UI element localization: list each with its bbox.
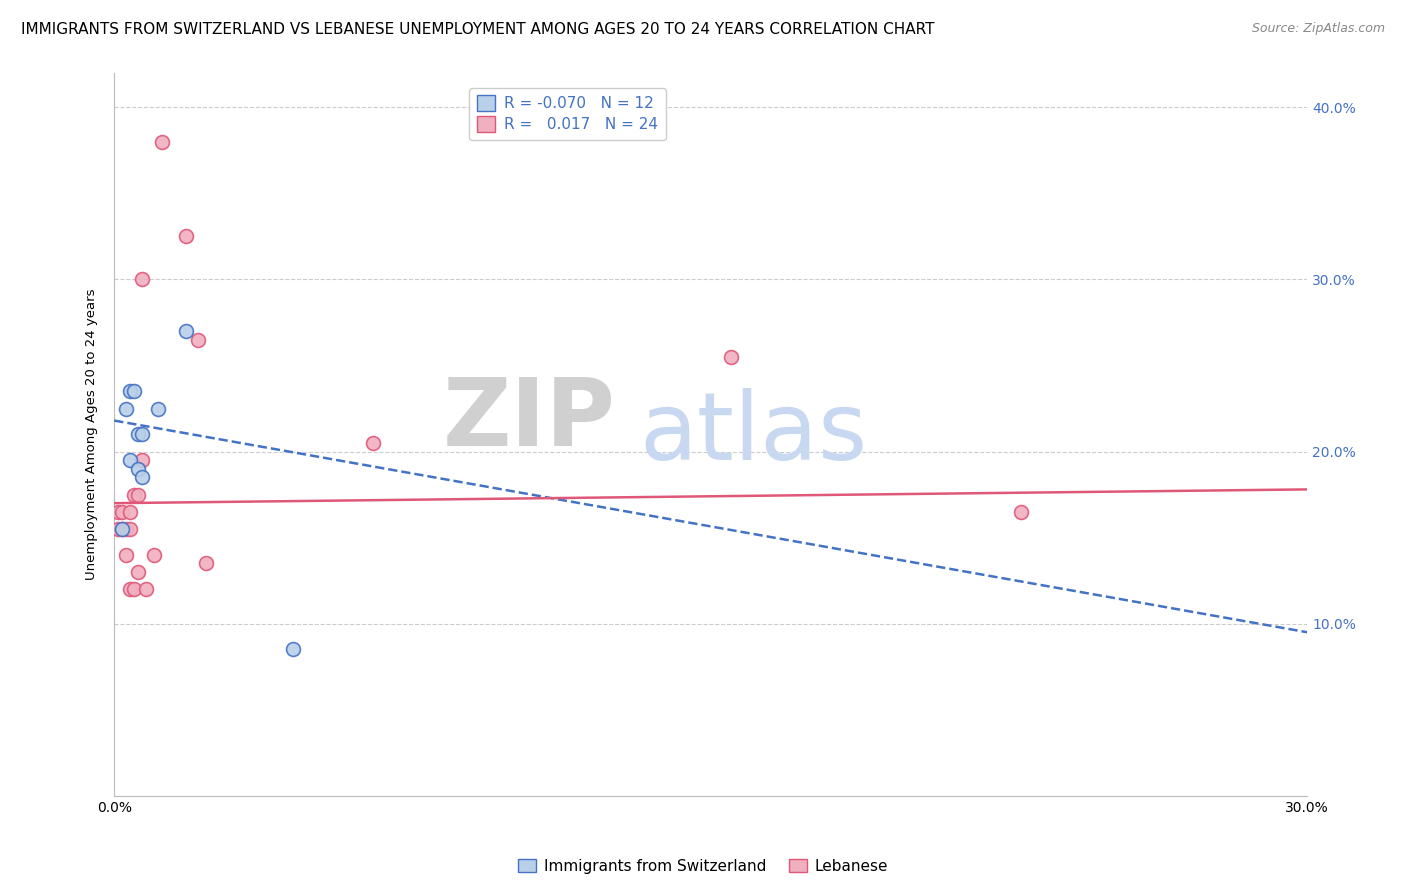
Point <box>127 565 149 579</box>
Point <box>107 505 129 519</box>
Point <box>131 272 153 286</box>
Text: Source: ZipAtlas.com: Source: ZipAtlas.com <box>1251 22 1385 36</box>
Point <box>111 505 134 519</box>
Point <box>111 522 134 536</box>
Point <box>131 470 153 484</box>
Point <box>131 453 153 467</box>
Point <box>120 582 142 597</box>
Point <box>127 462 149 476</box>
Point <box>120 522 142 536</box>
Point <box>194 557 217 571</box>
Point <box>107 522 129 536</box>
Point <box>283 642 305 657</box>
Text: atlas: atlas <box>640 388 868 480</box>
Point <box>187 333 209 347</box>
Point <box>122 582 145 597</box>
Point <box>143 548 166 562</box>
Point <box>131 427 153 442</box>
Point <box>115 548 138 562</box>
Point <box>361 436 384 450</box>
Point <box>120 505 142 519</box>
Point <box>1010 505 1032 519</box>
Point <box>174 229 197 244</box>
Point <box>111 522 134 536</box>
Point <box>120 453 142 467</box>
Point <box>146 401 169 416</box>
Point <box>150 135 173 149</box>
Point <box>135 582 157 597</box>
Point <box>174 324 197 338</box>
Legend: Immigrants from Switzerland, Lebanese: Immigrants from Switzerland, Lebanese <box>512 853 894 880</box>
Point <box>127 487 149 501</box>
Point <box>127 427 149 442</box>
Point <box>122 384 145 399</box>
Text: ZIP: ZIP <box>443 374 616 466</box>
Legend: R = -0.070   N = 12, R =   0.017   N = 24: R = -0.070 N = 12, R = 0.017 N = 24 <box>470 87 666 140</box>
Point <box>115 401 138 416</box>
Point <box>115 522 138 536</box>
Text: IMMIGRANTS FROM SWITZERLAND VS LEBANESE UNEMPLOYMENT AMONG AGES 20 TO 24 YEARS C: IMMIGRANTS FROM SWITZERLAND VS LEBANESE … <box>21 22 935 37</box>
Y-axis label: Unemployment Among Ages 20 to 24 years: Unemployment Among Ages 20 to 24 years <box>86 289 98 580</box>
Point <box>720 350 742 364</box>
Point <box>120 384 142 399</box>
Point <box>122 487 145 501</box>
